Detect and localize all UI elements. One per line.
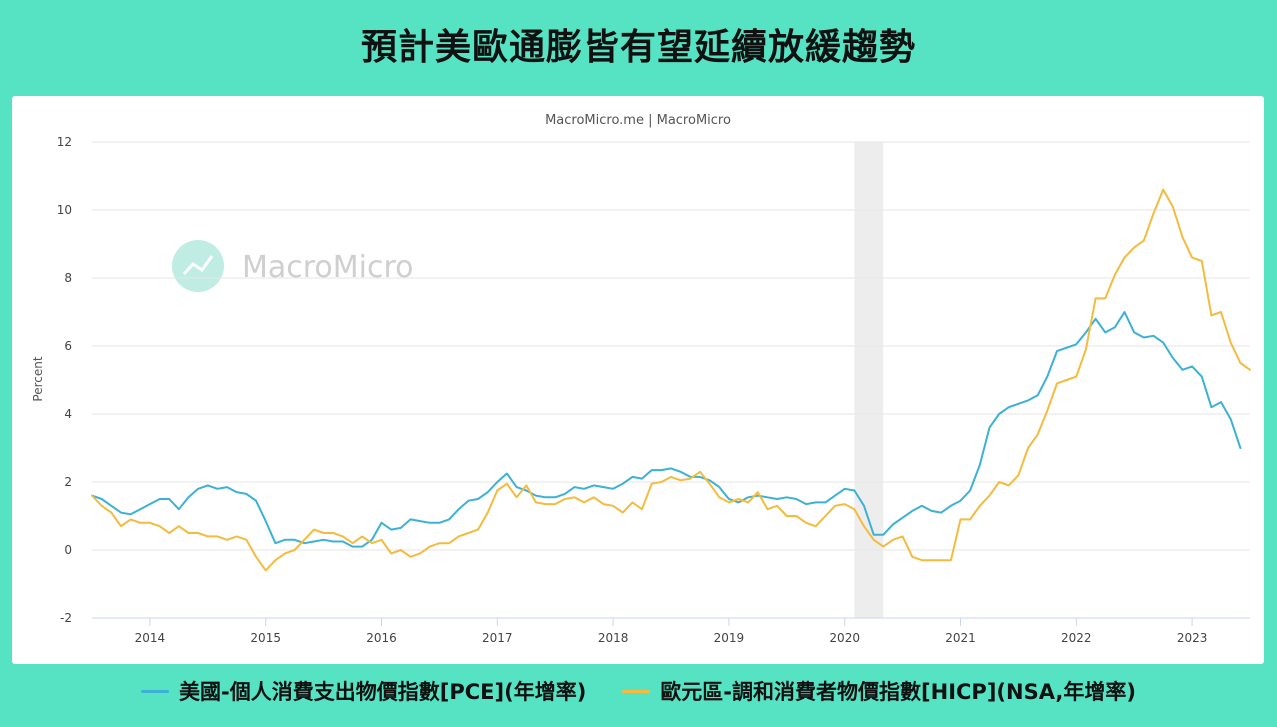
- legend-label-us-pce: 美國-個人消費支出物價指數[PCE](年增率): [179, 680, 587, 704]
- x-tick-label: 2022: [1061, 631, 1092, 645]
- x-tick-label: 2021: [945, 631, 976, 645]
- watermark: MacroMicro: [172, 240, 414, 292]
- chart-panel: MacroMicro.me | MacroMicro MacroMicro -2…: [12, 96, 1264, 664]
- watermark-text: MacroMicro: [242, 250, 414, 285]
- x-tick-label: 2016: [366, 631, 397, 645]
- legend-label-euro-hicp: 歐元區-調和消費者物價指數[HICP](NSA,年增率): [660, 680, 1136, 704]
- x-tick-label: 2023: [1177, 631, 1208, 645]
- y-tick-label: 4: [64, 407, 72, 421]
- x-tick-label: 2018: [598, 631, 629, 645]
- y-tick-label: 0: [64, 543, 72, 557]
- legend-swatch-euro-hicp: [622, 689, 651, 693]
- y-tick-label: 2: [64, 475, 72, 489]
- series-line-1: [91, 188, 1251, 572]
- y-tick-label: 10: [57, 203, 72, 217]
- y-tick-label: 6: [64, 339, 72, 353]
- y-tick-label: 8: [64, 271, 72, 285]
- legend-swatch-us-pce: [141, 689, 170, 693]
- x-tick-label: 2014: [135, 631, 166, 645]
- legend-item-euro-hicp[interactable]: 歐元區-調和消費者物價指數[HICP](NSA,年增率): [622, 676, 1136, 706]
- watermark-logo-mark: [182, 255, 214, 276]
- x-tick-label: 2015: [250, 631, 281, 645]
- x-tick-label: 2020: [829, 631, 860, 645]
- y-tick-label: 12: [57, 135, 72, 149]
- line-chart: MacroMicro.me | MacroMicro MacroMicro -2…: [31, 113, 1251, 645]
- x-tick-label: 2019: [714, 631, 745, 645]
- series-line-0: [91, 311, 1242, 548]
- source-label: MacroMicro.me | MacroMicro: [545, 113, 731, 128]
- banner-title: 預計美歐通膨皆有望延續放緩趨勢: [360, 27, 916, 68]
- recession-shade-0: [854, 142, 884, 618]
- y-tick-label: -2: [60, 611, 72, 625]
- legend: 美國-個人消費支出物價指數[PCE](年增率) 歐元區-調和消費者物價指數[HI…: [0, 668, 1277, 714]
- y-axis-label: Percent: [31, 356, 45, 401]
- x-tick-label: 2017: [482, 631, 513, 645]
- legend-item-us-pce[interactable]: 美國-個人消費支出物價指數[PCE](年增率): [141, 676, 586, 706]
